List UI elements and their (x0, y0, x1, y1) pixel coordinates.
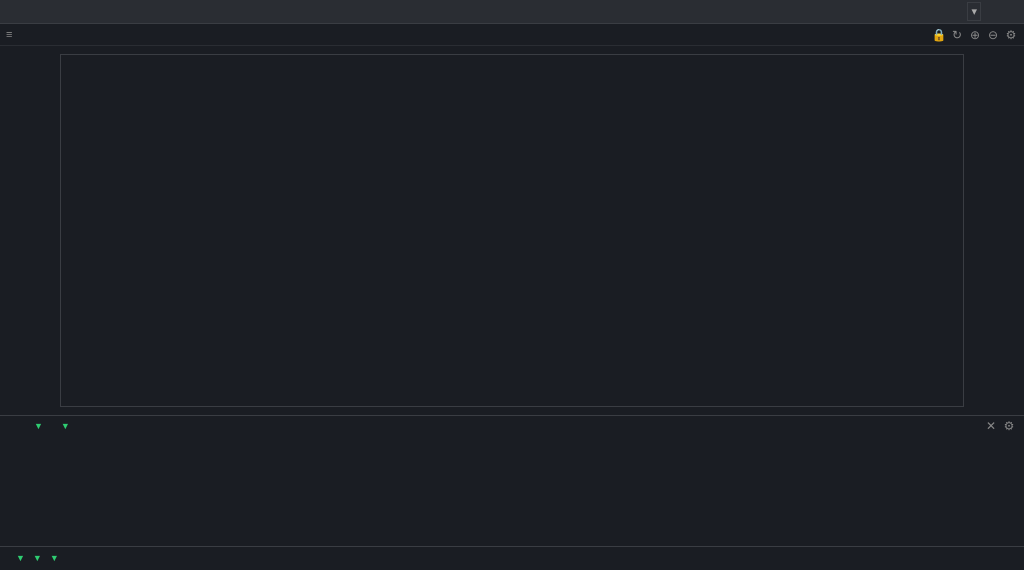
kdj-d-arrow-icon: ▼ (33, 553, 42, 563)
vol-settings-icon[interactable]: ⚙ (1002, 419, 1016, 433)
expand-icon[interactable] (988, 5, 1002, 19)
top-toolbar: ▾ (0, 0, 1024, 24)
vol-ma5-arrow-down-icon: ▼ (34, 421, 43, 431)
kdj-j-arrow-icon: ▼ (50, 553, 59, 563)
minus-icon[interactable]: ⊖ (986, 28, 1000, 42)
settings-icon[interactable]: ⚙ (1004, 28, 1018, 42)
right-toolbar: ▾ (954, 2, 1020, 21)
add-icon[interactable]: ⊕ (968, 28, 982, 42)
vol-close-icon[interactable]: ✕ (984, 419, 998, 433)
kdj-k-arrow-icon: ▼ (16, 553, 25, 563)
vol-ma10-arrow-down-icon: ▼ (61, 421, 70, 431)
main-chart[interactable] (0, 46, 1024, 416)
menu-icon[interactable]: ≡ (6, 29, 16, 41)
tools-dropdown[interactable]: ▾ (967, 2, 981, 21)
volume-canvas (60, 436, 964, 546)
lock-icon[interactable]: 🔒 (932, 28, 946, 42)
refresh-icon[interactable]: ↻ (950, 28, 964, 42)
indicator-row: ≡ 🔒 ↻ ⊕ ⊖ ⚙ (0, 24, 1024, 46)
volume-chart[interactable] (0, 436, 1024, 546)
chart-canvas (60, 54, 964, 407)
kdj-row: ▼ ▼ ▼ (0, 546, 1024, 568)
volume-header: ▼ ▼ ✕ ⚙ (0, 416, 1024, 436)
